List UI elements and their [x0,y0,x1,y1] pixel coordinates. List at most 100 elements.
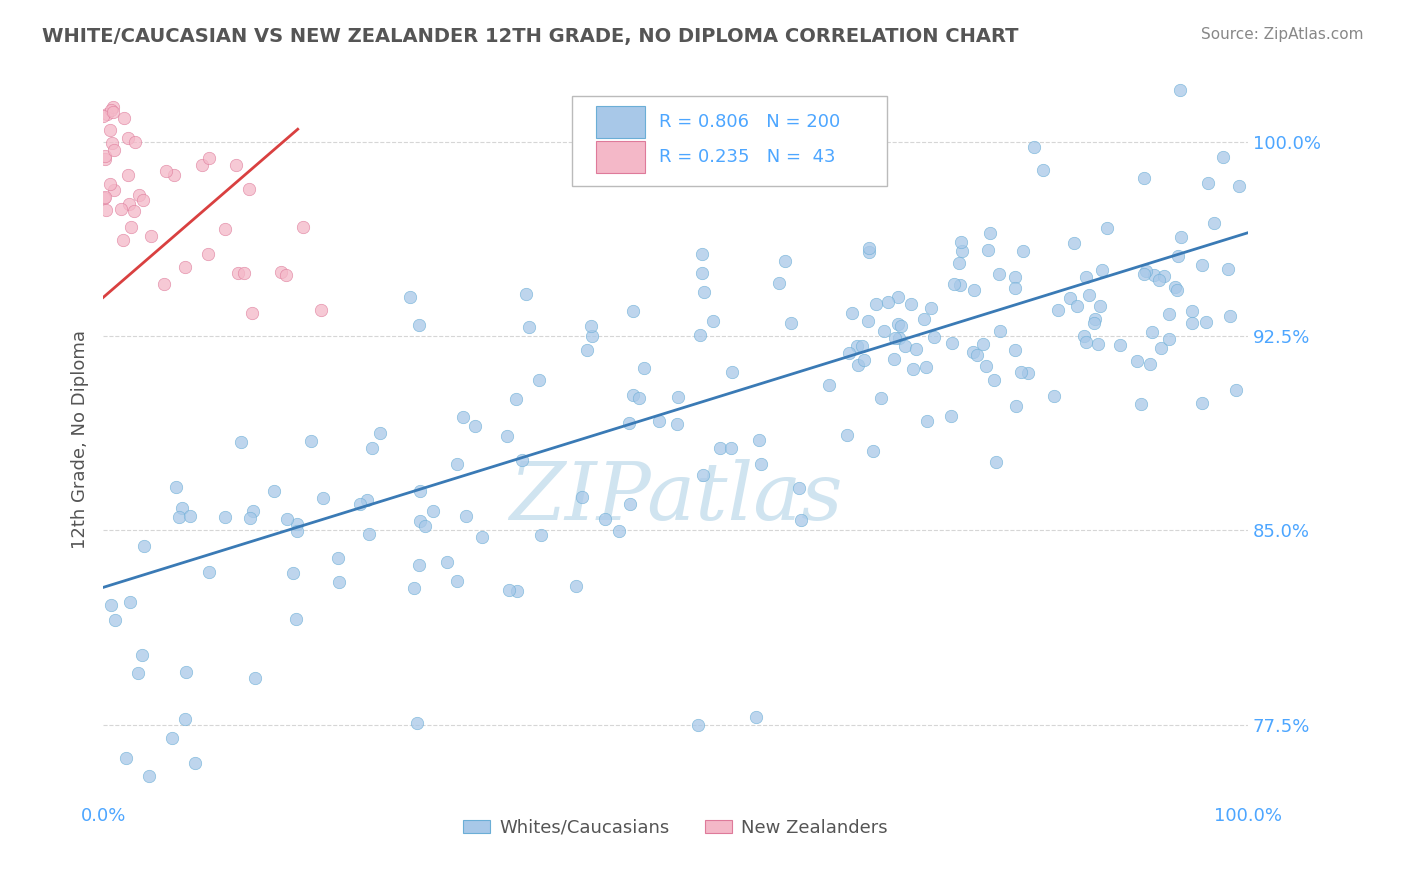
Point [1142,325,1164,339]
Point [117,196,139,211]
Point [912,311,935,326]
Point [1166,283,1188,297]
Point [94,149,117,163]
Point [349,497,371,511]
Point [463,418,485,433]
Point [905,343,928,357]
Point [270,265,292,279]
Point [846,359,869,373]
Point [183,756,205,771]
Point [110,202,132,217]
Point [942,277,965,291]
Point [111,233,134,247]
Point [1087,337,1109,351]
Text: Source: ZipAtlas.com: Source: ZipAtlas.com [1201,27,1364,42]
Point [900,297,922,311]
Point [1046,302,1069,317]
Point [1204,216,1226,230]
Point [276,512,298,526]
Point [1005,399,1028,413]
Point [609,524,631,538]
Point [838,345,860,359]
Point [702,314,724,328]
Point [887,331,910,345]
Point [873,324,896,338]
Point [886,317,908,331]
Point [399,290,422,304]
Point [104,614,127,628]
Point [648,414,671,428]
Point [1225,383,1247,397]
Point [575,343,598,357]
Point [115,751,138,765]
Point [406,716,429,731]
Point [131,193,153,207]
Point [689,328,711,343]
Point [1022,140,1045,154]
Point [690,266,713,280]
Point [117,131,139,145]
Point [124,135,146,149]
Point [93,191,115,205]
Point [415,519,437,533]
Point [972,336,994,351]
Point [593,512,616,526]
Point [101,105,124,120]
Point [409,483,432,498]
Point [309,303,332,318]
Point [1017,366,1039,380]
Point [292,219,315,234]
Point [633,360,655,375]
Point [1133,170,1156,185]
Point [112,111,135,125]
Point [1059,291,1081,305]
Point [127,665,149,680]
Point [1150,341,1173,355]
Point [941,409,963,423]
Point [242,504,264,518]
Point [1164,280,1187,294]
Point [688,717,710,731]
Point [1004,343,1026,358]
Point [1197,176,1219,190]
Point [949,277,972,292]
Point [100,103,122,118]
Point [98,177,121,191]
Point [263,484,285,499]
Point [865,296,887,310]
Point [172,500,194,515]
Point [1168,83,1191,97]
Point [884,331,907,345]
Point [179,509,201,524]
Point [498,582,520,597]
Point [361,441,384,455]
Point [1083,316,1105,330]
Point [1076,335,1098,350]
Point [790,513,813,527]
Point [285,516,308,531]
Point [887,289,910,303]
Point [950,244,973,259]
Point [226,266,249,280]
Point [100,136,122,150]
Point [98,122,121,136]
Point [1181,303,1204,318]
Point [328,575,350,590]
Point [408,318,430,332]
Text: R = 0.806   N = 200: R = 0.806 N = 200 [659,113,841,131]
Point [779,316,801,330]
Point [519,319,541,334]
Point [118,595,141,609]
Point [496,429,519,443]
Point [1032,163,1054,178]
Point [454,508,477,523]
Point [862,444,884,458]
Point [984,455,1007,469]
Point [238,182,260,196]
Point [190,158,212,172]
Point [132,539,155,553]
Point [1170,229,1192,244]
Point [858,241,880,255]
Point [94,202,117,217]
FancyBboxPatch shape [572,95,887,186]
